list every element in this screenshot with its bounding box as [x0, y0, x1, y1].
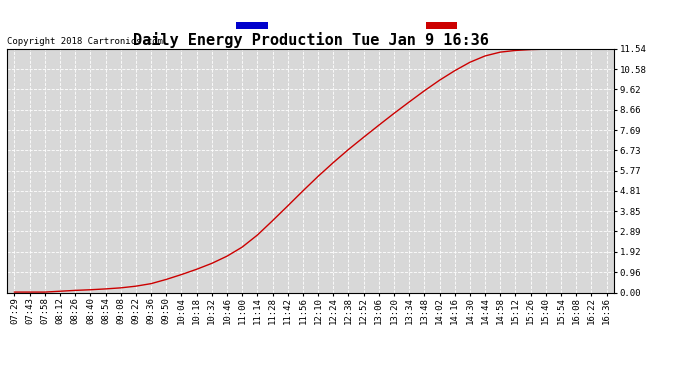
Text: Copyright 2018 Cartronics.com: Copyright 2018 Cartronics.com — [7, 38, 163, 46]
Legend: Power Produced OffPeak  (kWh), Power Produced OnPeak  (kWh): Power Produced OffPeak (kWh), Power Prod… — [237, 22, 609, 31]
Title: Daily Energy Production Tue Jan 9 16:36: Daily Energy Production Tue Jan 9 16:36 — [132, 32, 489, 48]
